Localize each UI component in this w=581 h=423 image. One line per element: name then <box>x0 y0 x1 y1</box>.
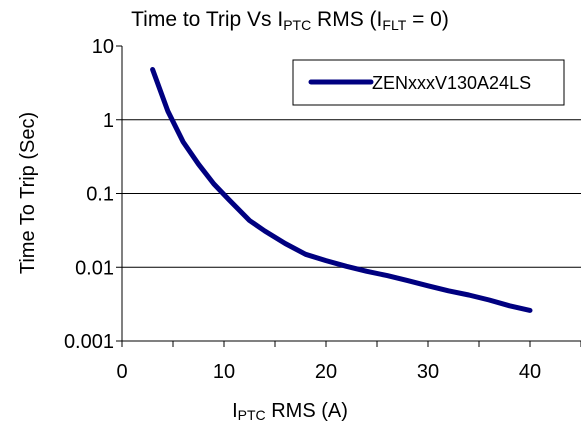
x-tick-label: 40 <box>519 361 541 383</box>
y-tick-label: 1 <box>103 110 114 132</box>
x-tick-labels: 0 10 20 30 40 <box>116 361 541 383</box>
x-tick-label: 0 <box>116 361 127 383</box>
legend: ZENxxxV130A24LS <box>292 59 565 106</box>
x-tick-label: 20 <box>315 361 337 383</box>
y-axis-label: Time To Trip (Sec) <box>17 112 39 274</box>
y-tick-label: 0.01 <box>75 257 114 279</box>
title-end: = 0) <box>406 8 449 31</box>
x-axis-label: IPTC RMS (A) <box>232 400 348 423</box>
x-label-sub: PTC <box>238 407 266 423</box>
x-tick-label: 10 <box>213 361 235 383</box>
y-tick-label: 0.1 <box>86 184 114 206</box>
title-part: Time to Trip Vs I <box>131 8 283 31</box>
series-line <box>150 67 533 313</box>
y-tick-label: 0.001 <box>64 331 114 353</box>
chart-title: Time to Trip Vs IPTC RMS (IFLT = 0) <box>131 8 449 33</box>
y-tick-label: 10 <box>92 36 114 58</box>
title-part-2: RMS (I <box>311 8 382 31</box>
legend-entry: ZENxxxV130A24LS <box>372 73 531 93</box>
title-sub-2: FLT <box>382 17 406 33</box>
series-group <box>150 67 533 313</box>
y-tick-labels: 10 1 0.1 0.01 0.001 <box>64 36 114 353</box>
title-sub: PTC <box>283 17 311 33</box>
x-label-rest: RMS (A) <box>266 400 348 422</box>
x-label-main: I <box>232 400 238 422</box>
x-tick-label: 30 <box>417 361 439 383</box>
axes <box>116 45 581 347</box>
grid-lines <box>122 119 581 268</box>
